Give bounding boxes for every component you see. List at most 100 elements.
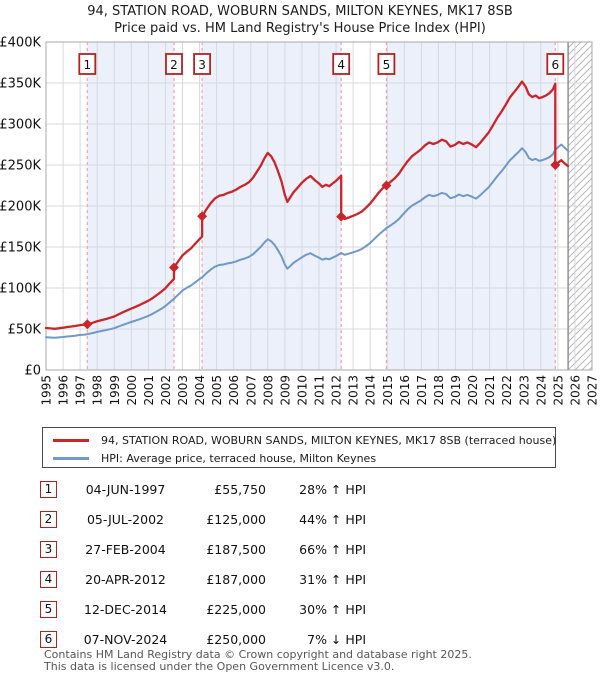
footer-line1: Contains HM Land Registry data © Crown c… — [44, 648, 472, 661]
x-tick-label: 2006 — [227, 375, 241, 406]
x-tick-label: 1996 — [57, 375, 71, 406]
sale-price: £55,750 — [214, 481, 266, 497]
sale-date: 05-JUL-2002 — [86, 511, 164, 527]
x-tick-label: 2017 — [415, 375, 429, 406]
sale-point-diamond — [336, 211, 347, 222]
x-tick-label: 1998 — [91, 375, 105, 406]
x-tick-label: 1995 — [40, 375, 54, 406]
x-tick-label: 2003 — [176, 375, 190, 406]
sale-table-row: 5 12-DEC-2014 £225,000 30% ↑ HPI — [40, 594, 400, 624]
x-tick-label: 2005 — [210, 375, 224, 406]
y-tick-label: £300K — [0, 118, 41, 133]
x-tick-label: 2002 — [159, 375, 173, 406]
x-tick-label: 2027 — [586, 375, 600, 406]
hpi-line-swatch-icon — [53, 456, 89, 460]
x-tick-label: 2024 — [534, 375, 548, 406]
sale-point-diamond — [197, 211, 208, 222]
sale-marker-box — [546, 53, 565, 75]
sale-point-diamond — [550, 160, 561, 170]
sale-table-row: 6 07-NOV-2024 £250,000 7% ↓ HPI — [40, 624, 400, 654]
x-tick-label: 2012 — [330, 375, 344, 406]
sale-date: 27-FEB-2004 — [85, 541, 166, 557]
sale-number-badge: 4 — [40, 570, 57, 588]
plot-border — [45, 41, 593, 371]
y-tick-label: £100K — [0, 282, 41, 297]
footer-line2: This data is licensed under the Open Gov… — [44, 659, 395, 673]
sale-marker-number: 2 — [170, 58, 178, 72]
sale-marker-number: 3 — [198, 58, 206, 72]
x-tick-label: 1997 — [74, 375, 88, 406]
x-tick-label: 1999 — [108, 375, 122, 406]
sale-marker-number: 4 — [337, 58, 345, 72]
x-tick-label: 2020 — [466, 375, 480, 406]
x-tick-label: 2025 — [551, 375, 565, 406]
y-tick-label: £50K — [8, 323, 42, 338]
x-tick-label: 2001 — [142, 375, 156, 406]
x-tick-label: 2015 — [381, 375, 395, 406]
sale-date: 20-APR-2012 — [85, 571, 166, 587]
sale-date: 12-DEC-2014 — [84, 601, 167, 617]
sale-number-badge: 3 — [40, 540, 57, 558]
x-tick-label: 2023 — [517, 375, 531, 406]
x-tick-label: 2011 — [313, 375, 327, 406]
sale-point-diamond — [82, 319, 93, 330]
page-subtitle: Price paid vs. HM Land Registry's House … — [114, 21, 486, 36]
sale-table-row: 1 04-JUN-1997 £55,750 28% ↑ HPI — [40, 474, 400, 504]
y-tick-label: £250K — [0, 159, 41, 174]
x-tick-label: 2008 — [261, 375, 275, 406]
sale-point-diamond — [168, 262, 179, 273]
hpi-line — [45, 143, 569, 339]
sale-marker-number: 5 — [383, 58, 391, 72]
sale-price: £125,000 — [206, 511, 266, 527]
sale-vs-hpi: 30% ↑ HPI — [299, 601, 366, 617]
sale-marker-number: 6 — [551, 58, 559, 72]
sale-date: 04-JUN-1997 — [85, 481, 166, 497]
sale-vs-hpi: 7% ↓ HPI — [307, 631, 366, 647]
price-chart: 1 2 3 4 5 6 £0 £50K £100K £150K £200K £250K £300K £35… — [0, 36, 600, 406]
x-tick-label: 2009 — [278, 375, 292, 406]
property-line-swatch-icon — [53, 438, 89, 442]
sale-marker-number: 1 — [83, 58, 91, 72]
legend-hpi-label: HPI: Average price, terraced house, Milt… — [101, 451, 377, 465]
y-tick-label: £0 — [24, 364, 41, 379]
page-title: 94, STATION ROAD, WOBURN SANDS, MILTON K… — [87, 4, 513, 19]
x-tick-label: 2000 — [125, 375, 139, 406]
sales-table: 1 04-JUN-1997 £55,750 28% ↑ HPI 2 05-JUL-2002… — [40, 474, 400, 654]
footer: Contains HM Land Registry data © Crown c… — [44, 649, 472, 672]
sale-vs-hpi: 66% ↑ HPI — [299, 541, 366, 557]
x-tick-label: 2026 — [568, 375, 582, 406]
x-tick-label: 2022 — [500, 375, 514, 406]
sale-point-diamond — [381, 180, 392, 191]
sale-number-badge: 2 — [40, 510, 57, 528]
sale-vs-hpi: 28% ↑ HPI — [299, 481, 366, 497]
x-tick-label: 2007 — [244, 375, 258, 406]
x-tick-label: 2018 — [432, 375, 446, 406]
sale-marker-box — [377, 53, 396, 75]
legend-item-property: 94, STATION ROAD, WOBURN SANDS, MILTON K… — [53, 431, 557, 449]
sale-marker-box — [165, 53, 183, 75]
sale-vs-hpi: 31% ↑ HPI — [299, 571, 366, 587]
sale-marker-box — [193, 53, 212, 75]
x-tick-label: 2013 — [347, 375, 361, 406]
sale-price: £225,000 — [206, 601, 266, 617]
y-tick-label: £150K — [0, 241, 41, 256]
sale-price: £250,000 — [206, 631, 266, 647]
sale-table-row: 4 20-APR-2012 £187,000 31% ↑ HPI — [40, 564, 400, 594]
x-tick-label: 2016 — [398, 375, 412, 406]
x-tick-label: 2014 — [364, 375, 378, 406]
sale-price: £187,500 — [206, 541, 266, 557]
sale-number-badge: 1 — [40, 480, 57, 498]
y-tick-label: £350K — [0, 77, 41, 92]
sale-table-row: 2 05-JUL-2002 £125,000 44% ↑ HPI — [40, 504, 400, 534]
legend-item-hpi: HPI: Average price, terraced house, Milt… — [53, 449, 555, 467]
x-tick-label: 2010 — [295, 375, 309, 406]
sale-date: 07-NOV-2024 — [83, 631, 168, 647]
sale-number-badge: 6 — [40, 630, 57, 648]
legend-property-label: 94, STATION ROAD, WOBURN SANDS, MILTON K… — [101, 433, 557, 447]
sale-vs-hpi: 44% ↑ HPI — [299, 511, 366, 527]
sale-marker-box — [78, 53, 97, 75]
sale-number-badge: 5 — [40, 600, 57, 618]
sale-marker-box — [332, 53, 351, 75]
y-tick-label: £200K — [0, 200, 41, 215]
